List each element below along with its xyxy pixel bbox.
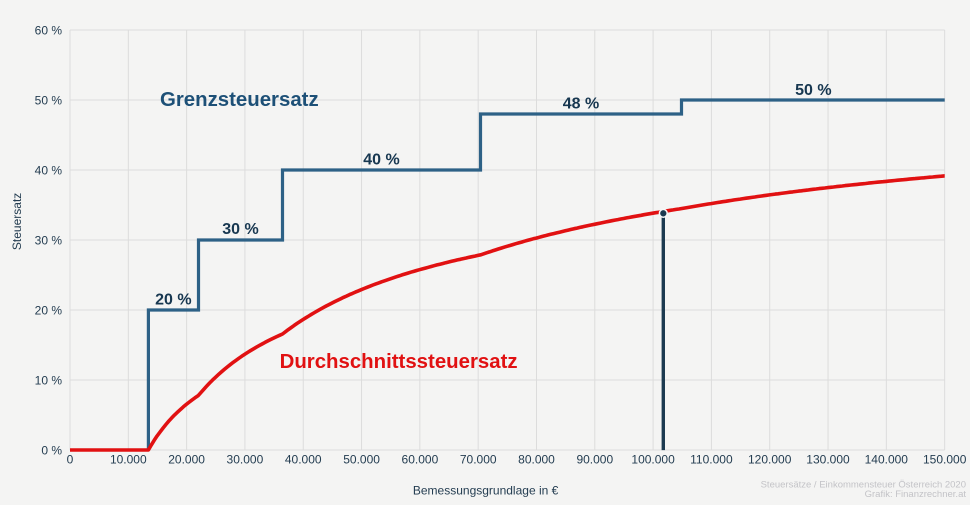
svg-text:20 %: 20 % — [35, 304, 63, 318]
svg-text:50.000: 50.000 — [343, 453, 380, 467]
svg-text:120.000: 120.000 — [748, 453, 792, 467]
svg-text:140.000: 140.000 — [865, 453, 909, 467]
svg-text:10.000: 10.000 — [110, 453, 147, 467]
svg-text:40 %: 40 % — [363, 151, 399, 168]
svg-text:30 %: 30 % — [35, 234, 63, 248]
svg-text:70.000: 70.000 — [460, 453, 497, 467]
svg-text:50 %: 50 % — [795, 82, 831, 99]
svg-text:110.000: 110.000 — [690, 453, 733, 467]
svg-text:80.000: 80.000 — [518, 453, 555, 467]
svg-text:Steuersatz: Steuersatz — [10, 193, 24, 250]
svg-text:50 %: 50 % — [35, 94, 63, 108]
svg-text:150.000: 150.000 — [923, 453, 967, 467]
svg-text:100.000: 100.000 — [631, 453, 675, 467]
svg-text:60.000: 60.000 — [402, 453, 439, 467]
svg-text:90.000: 90.000 — [576, 453, 613, 467]
svg-text:Durchschnittssteuersatz: Durchschnittssteuersatz — [280, 351, 518, 373]
svg-text:30 %: 30 % — [222, 221, 258, 238]
svg-text:60 %: 60 % — [35, 24, 63, 38]
svg-text:20 %: 20 % — [155, 292, 191, 309]
svg-text:Steuersätze / Einkommensteuer: Steuersätze / Einkommensteuer Österreich… — [761, 480, 966, 491]
svg-text:20.000: 20.000 — [168, 453, 205, 467]
svg-text:0: 0 — [67, 453, 74, 467]
svg-text:40 %: 40 % — [35, 164, 63, 178]
svg-text:Grafik: Finanzrechner.at: Grafik: Finanzrechner.at — [865, 489, 967, 500]
svg-text:130.000: 130.000 — [806, 453, 850, 467]
svg-text:Grenzsteuersatz: Grenzsteuersatz — [160, 89, 319, 111]
svg-text:40.000: 40.000 — [285, 453, 322, 467]
svg-text:Bemessungsgrundlage in €: Bemessungsgrundlage in € — [413, 484, 559, 498]
svg-text:0 %: 0 % — [41, 444, 62, 458]
svg-text:48 %: 48 % — [563, 96, 599, 113]
svg-text:30.000: 30.000 — [227, 453, 264, 467]
svg-text:10 %: 10 % — [35, 374, 63, 388]
